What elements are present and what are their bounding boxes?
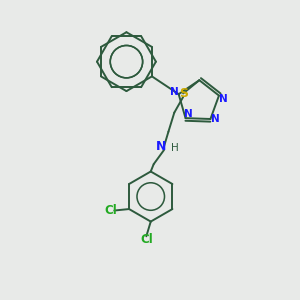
Text: N: N	[184, 109, 192, 119]
Text: N: N	[169, 87, 178, 97]
Text: N: N	[156, 140, 166, 153]
Text: N: N	[219, 94, 227, 103]
Text: Cl: Cl	[104, 204, 117, 217]
Text: H: H	[171, 143, 179, 153]
Text: S: S	[178, 87, 188, 100]
Text: Cl: Cl	[140, 233, 153, 246]
Text: N: N	[212, 114, 220, 124]
